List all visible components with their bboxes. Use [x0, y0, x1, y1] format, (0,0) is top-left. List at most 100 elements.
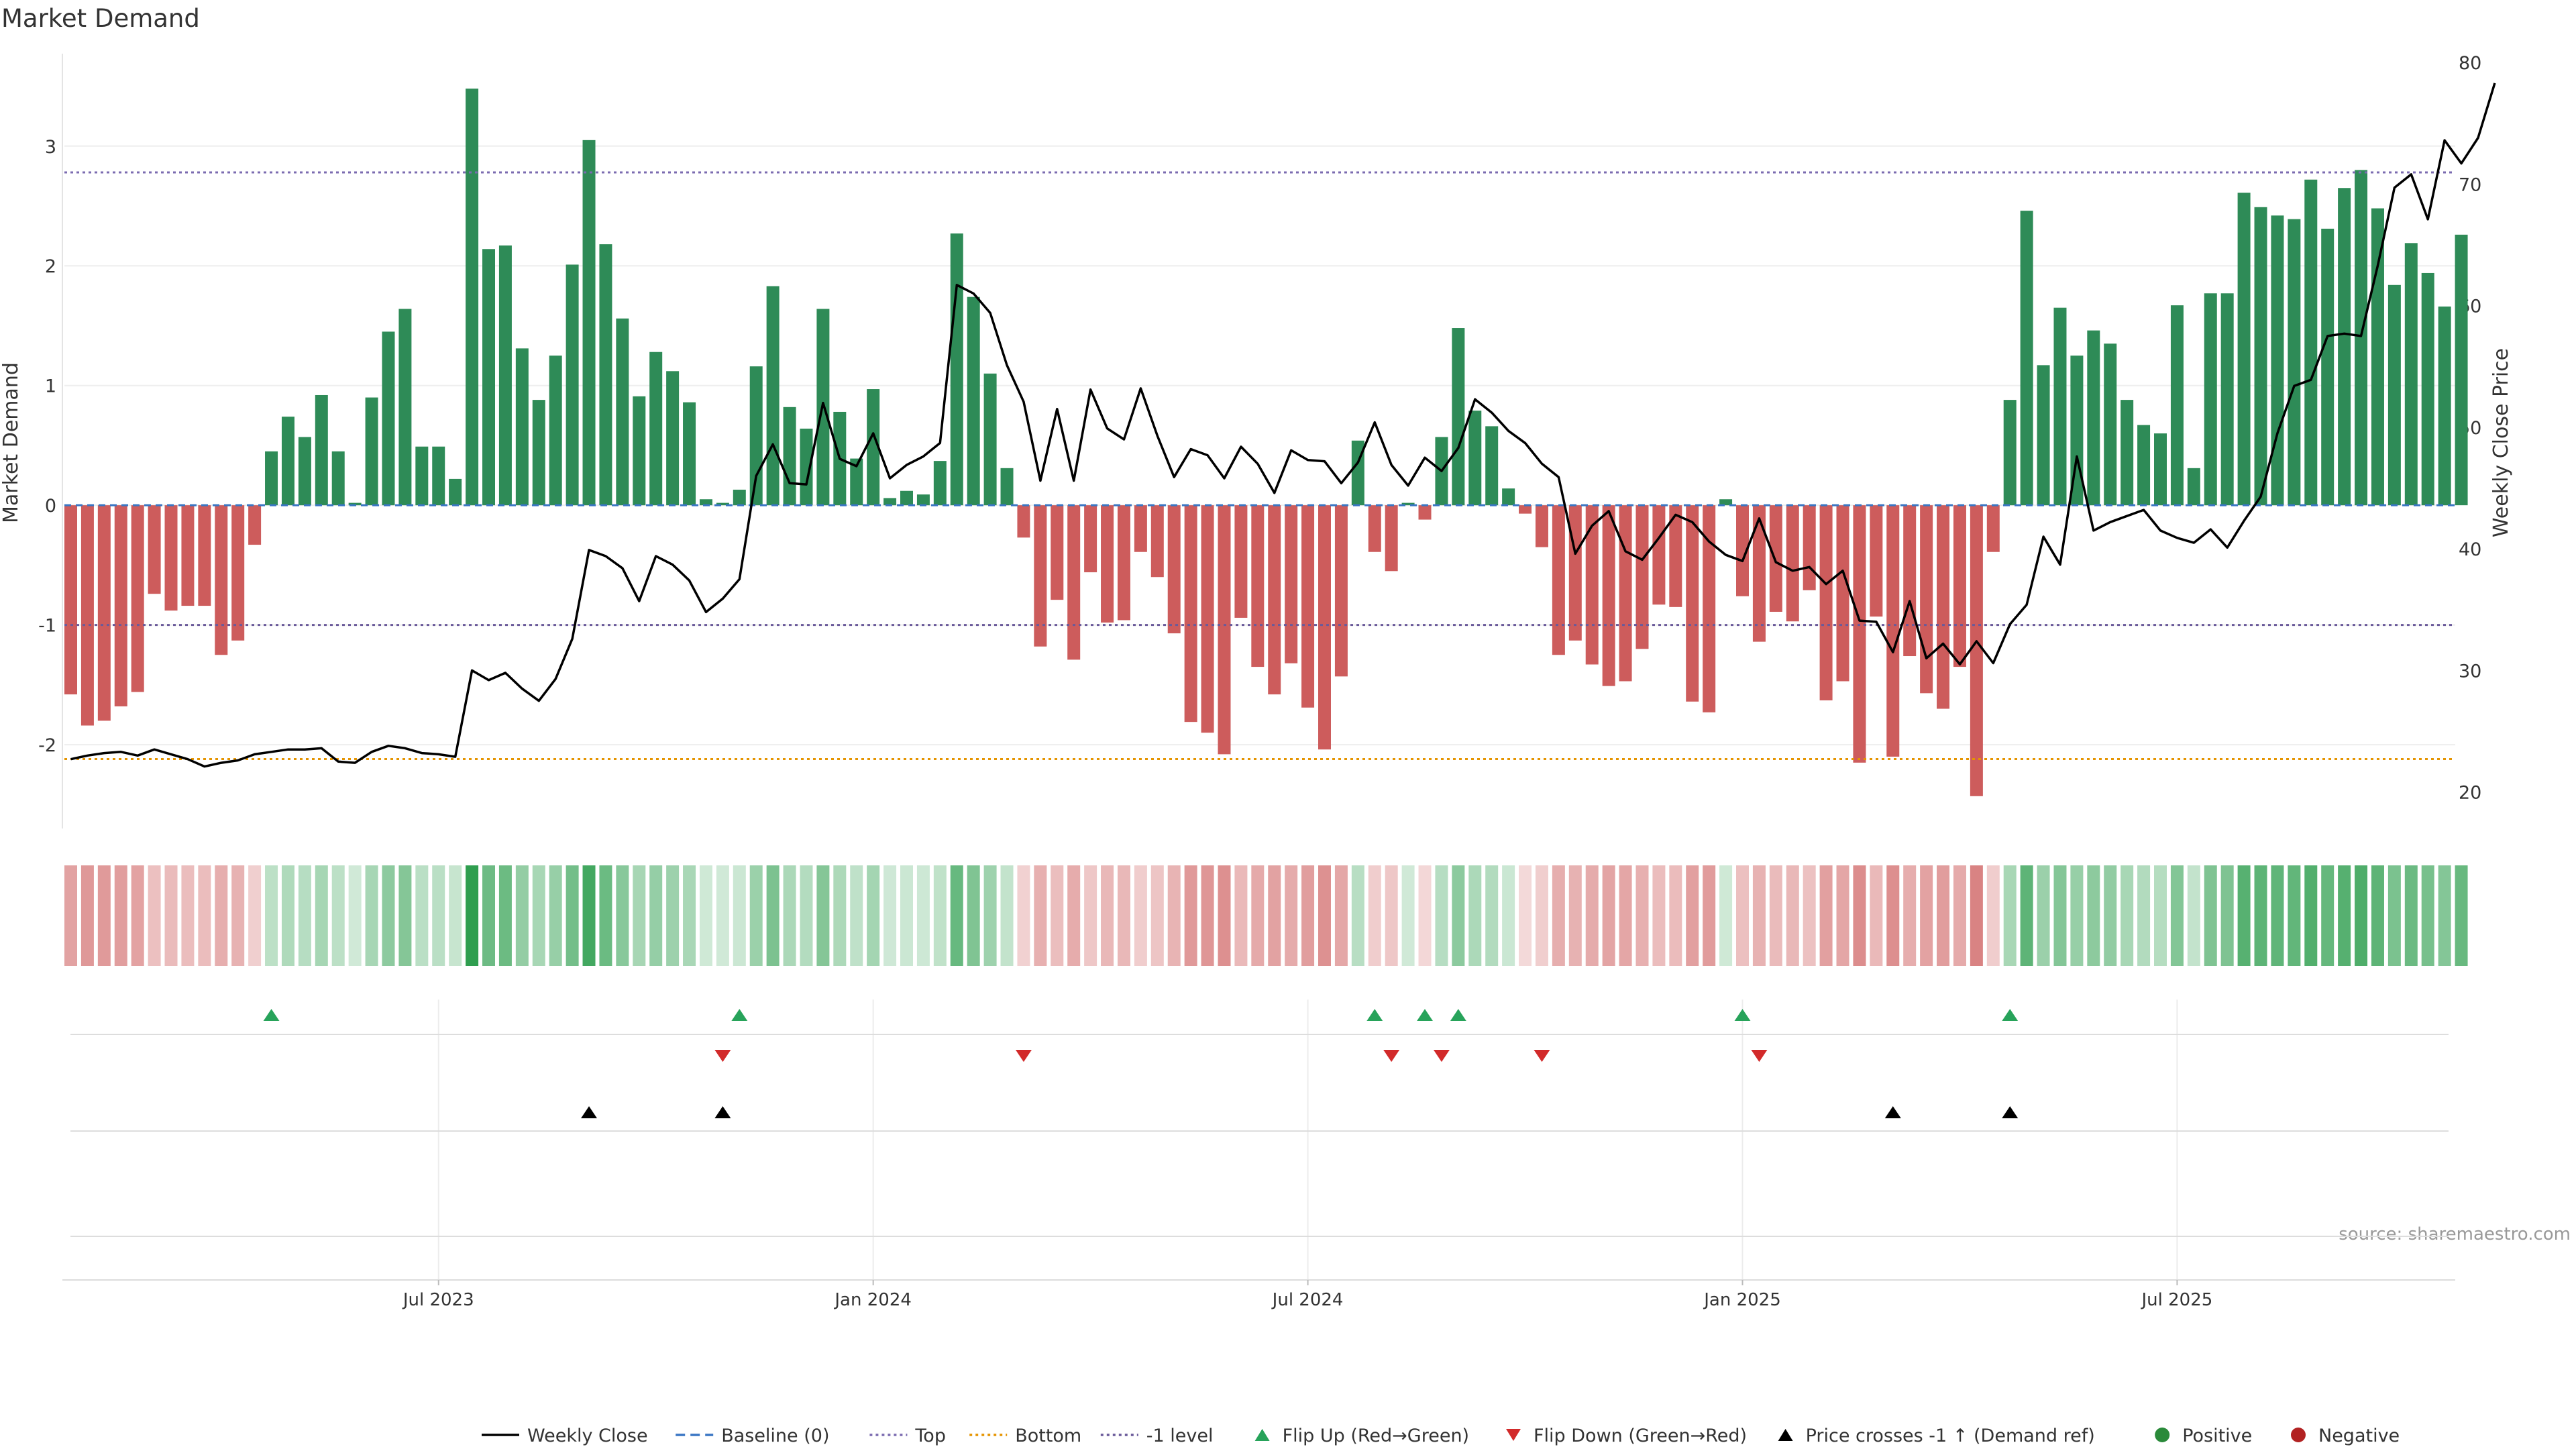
heatmap-cell [1686, 865, 1699, 966]
heatmap-cell [1150, 865, 1164, 966]
heatmap-cell [2070, 865, 2084, 966]
left-tick-label: 0 [45, 496, 56, 517]
heatmap-cell [633, 865, 646, 966]
demand-bar [2104, 343, 2117, 506]
demand-bar [1251, 505, 1265, 667]
heatmap-cell [1786, 865, 1799, 966]
demand-bar [1669, 505, 1682, 607]
heatmap-cell [1886, 865, 1900, 966]
heatmap-cell [850, 865, 863, 966]
demand-bar [131, 505, 144, 692]
heatmap-cell [1318, 865, 1331, 966]
legend-label: Weekly Close [527, 1426, 648, 1446]
legend-label: Flip Up (Red→Green) [1283, 1426, 1470, 1446]
legend-swatch [1254, 1429, 1270, 1441]
legend-swatch [2155, 1428, 2170, 1442]
heatmap-cell [1552, 865, 1565, 966]
heatmap-cell [1452, 865, 1465, 966]
heatmap-cell [164, 865, 178, 966]
heatmap-cell [2237, 865, 2251, 966]
demand-bar [1568, 505, 1582, 641]
demand-bar [1385, 505, 1398, 572]
heatmap-cell [649, 865, 663, 966]
heatmap-cell [816, 865, 830, 966]
demand-bar [181, 505, 195, 606]
demand-bar [967, 297, 980, 506]
demand-bar [2438, 306, 2451, 506]
heatmap-cell [1418, 865, 1432, 966]
right-tick-label: 80 [2459, 53, 2481, 74]
demand-bar [164, 505, 178, 611]
demand-bar [97, 505, 111, 721]
demand-bar [265, 451, 278, 506]
demand-bar [2087, 330, 2100, 506]
right-tick-label: 70 [2459, 174, 2481, 195]
demand-bar [198, 505, 211, 606]
right-tick-label: 40 [2459, 539, 2481, 560]
price-cross-marker [714, 1106, 731, 1118]
flip-down-marker [714, 1050, 731, 1062]
heatmap-cell [2003, 865, 2017, 966]
demand-bar [1953, 505, 1966, 667]
left-tick-label: 2 [45, 256, 56, 277]
demand-bar [766, 286, 780, 506]
demand-bar [1301, 505, 1315, 708]
legend-label: Bottom [1015, 1426, 1081, 1446]
heatmap-cell [2387, 865, 2401, 966]
demand-bar [1117, 505, 1130, 621]
flip-down-marker [1383, 1050, 1400, 1062]
heatmap-cell [1401, 865, 1415, 966]
demand-bar [532, 400, 545, 506]
demand-bar [2338, 188, 2351, 506]
heatmap-cell [1301, 865, 1315, 966]
heatmap-cell [1703, 865, 1716, 966]
demand-bar [2237, 193, 2251, 506]
x-tick-label: Jul 2023 [402, 1290, 474, 1310]
demand-bar [1519, 505, 1532, 514]
demand-bar [1285, 505, 1298, 663]
flip-up-marker [1366, 1009, 1383, 1021]
demand-bar [248, 505, 262, 545]
heatmap-cell [64, 865, 77, 966]
heatmap-cell [1635, 865, 1649, 966]
heatmap-cell [449, 865, 462, 966]
heatmap-cell [2020, 865, 2033, 966]
heatmap-cell [498, 865, 512, 966]
flip-up-marker [1417, 1009, 1434, 1021]
legend-label: Baseline (0) [721, 1426, 829, 1446]
heatmap-cell [1585, 865, 1599, 966]
heatmap-cell [1986, 865, 2000, 966]
heatmap-cell [1719, 865, 1733, 966]
demand-bar [2053, 307, 2067, 506]
heatmap-cell [1819, 865, 1833, 966]
flip-down-marker [1433, 1050, 1450, 1062]
demand-bar [1485, 426, 1499, 506]
demand-bar [1786, 505, 1799, 622]
legend-item: Price crosses -1 ↑ (Demand ref) [1778, 1426, 2095, 1446]
demand-bar [549, 356, 562, 506]
demand-bar [1836, 505, 1849, 682]
demand-bar [331, 451, 345, 506]
heatmap-cell [466, 865, 479, 966]
heatmap-cell [415, 865, 429, 966]
demand-bar [1150, 505, 1164, 578]
x-tick-label: Jan 2025 [1703, 1290, 1781, 1310]
demand-bar [616, 318, 629, 506]
legend-item: Weekly Close [482, 1426, 648, 1446]
demand-bar [900, 490, 913, 506]
weekly-close-line [70, 83, 2496, 768]
demand-bar [1184, 505, 1197, 722]
y-axis-label-right: Weekly Close Price [2489, 348, 2513, 537]
heatmap-cell [1619, 865, 1632, 966]
demand-bar [2003, 400, 2017, 506]
demand-bar [1101, 505, 1114, 623]
heatmap-cell [699, 865, 712, 966]
heatmap-cell [933, 865, 947, 966]
heatmap-cell [1234, 865, 1248, 966]
demand-bar [1452, 328, 1465, 506]
heatmap-cell [1920, 865, 1933, 966]
heatmap-cell [281, 865, 294, 966]
legend-item: Flip Down (Green→Red) [1506, 1426, 1747, 1446]
heatmap-cell [1067, 865, 1081, 966]
